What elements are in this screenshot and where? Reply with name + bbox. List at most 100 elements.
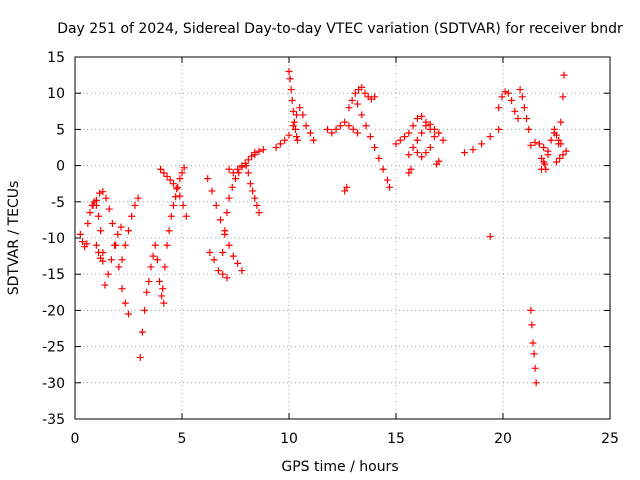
data-point [469,146,477,154]
data-point [118,285,126,293]
data-point [343,183,351,191]
data-point [289,107,297,115]
data-point [486,233,494,241]
data-point [219,248,227,256]
data-point [97,227,105,235]
data-point [212,201,220,209]
data-point [145,277,153,285]
data-point [413,136,421,144]
data-point [125,227,132,235]
data-point [255,147,263,155]
data-point [107,256,115,264]
x-tick-label: 25 [601,431,619,447]
data-point [527,306,535,314]
data-point [95,212,103,220]
grid-lines [75,57,610,419]
data-point [386,183,394,191]
y-tick-label: 0 [56,159,65,175]
data-point [182,212,190,220]
x-tick-label: 10 [280,431,298,447]
data-point [166,176,174,184]
data-point [138,328,146,336]
data-point [86,209,94,217]
data-point [431,133,439,141]
data-point [396,136,404,144]
x-tick-label: 0 [71,431,80,447]
data-point [169,180,177,188]
data-point [426,120,434,128]
data-point [147,263,155,271]
data-point [134,194,142,202]
data-point [362,122,370,130]
data-point [547,136,555,144]
data-point [349,125,357,133]
x-tick-label: 20 [494,431,512,447]
data-point [529,339,537,347]
data-point [527,141,535,149]
data-point [535,140,543,148]
data-point [223,209,231,217]
data-point [108,220,116,228]
data-point [341,118,349,126]
data-point [165,227,173,235]
data-point [407,165,415,173]
data-point [115,263,123,271]
data-point [169,201,177,209]
data-point [89,201,97,209]
data-point [341,187,349,195]
data-point [149,252,157,260]
data-point [141,306,149,314]
y-tick-label: -35 [42,412,65,428]
data-point [540,144,548,151]
data-point [353,100,361,108]
y-tick-label: 10 [47,86,65,102]
data-point [114,230,122,238]
y-axis-label: SDTVAR / TECUs [6,181,22,296]
data-point [157,165,165,173]
data-point [246,180,254,188]
data-point [409,144,417,151]
data-point [229,252,237,260]
y-tick-label: -15 [42,267,65,283]
data-point [310,136,318,144]
data-point [351,89,359,97]
data-point [306,129,314,137]
data-point [383,176,391,184]
data-point [159,285,167,293]
data-point [259,146,267,154]
data-point [371,144,379,151]
data-point [557,118,565,126]
data-point [332,125,340,133]
data-point [163,241,171,249]
data-point [478,140,486,148]
data-point [128,212,136,220]
data-point [287,86,295,94]
data-point [418,129,426,137]
data-point [272,144,280,151]
data-point [516,86,524,94]
data-point [426,144,434,151]
data-point [172,193,180,201]
data-point [366,133,374,141]
data-point [556,154,564,162]
data-point [550,125,558,133]
data-point [131,201,139,209]
data-point [121,299,129,307]
data-point [104,270,112,278]
data-point [174,183,182,191]
data-point [328,129,336,137]
data-point [292,111,300,119]
data-point [153,256,161,264]
y-tick-label: -25 [42,340,65,356]
data-point [296,104,304,112]
data-point [285,131,293,139]
data-point [324,125,332,133]
data-point [101,281,109,289]
data-point [111,241,119,249]
data-point [178,169,186,177]
data-point [422,149,430,157]
data-point [345,122,353,130]
data-point [151,241,159,249]
data-point [173,185,181,193]
data-point [528,321,536,329]
